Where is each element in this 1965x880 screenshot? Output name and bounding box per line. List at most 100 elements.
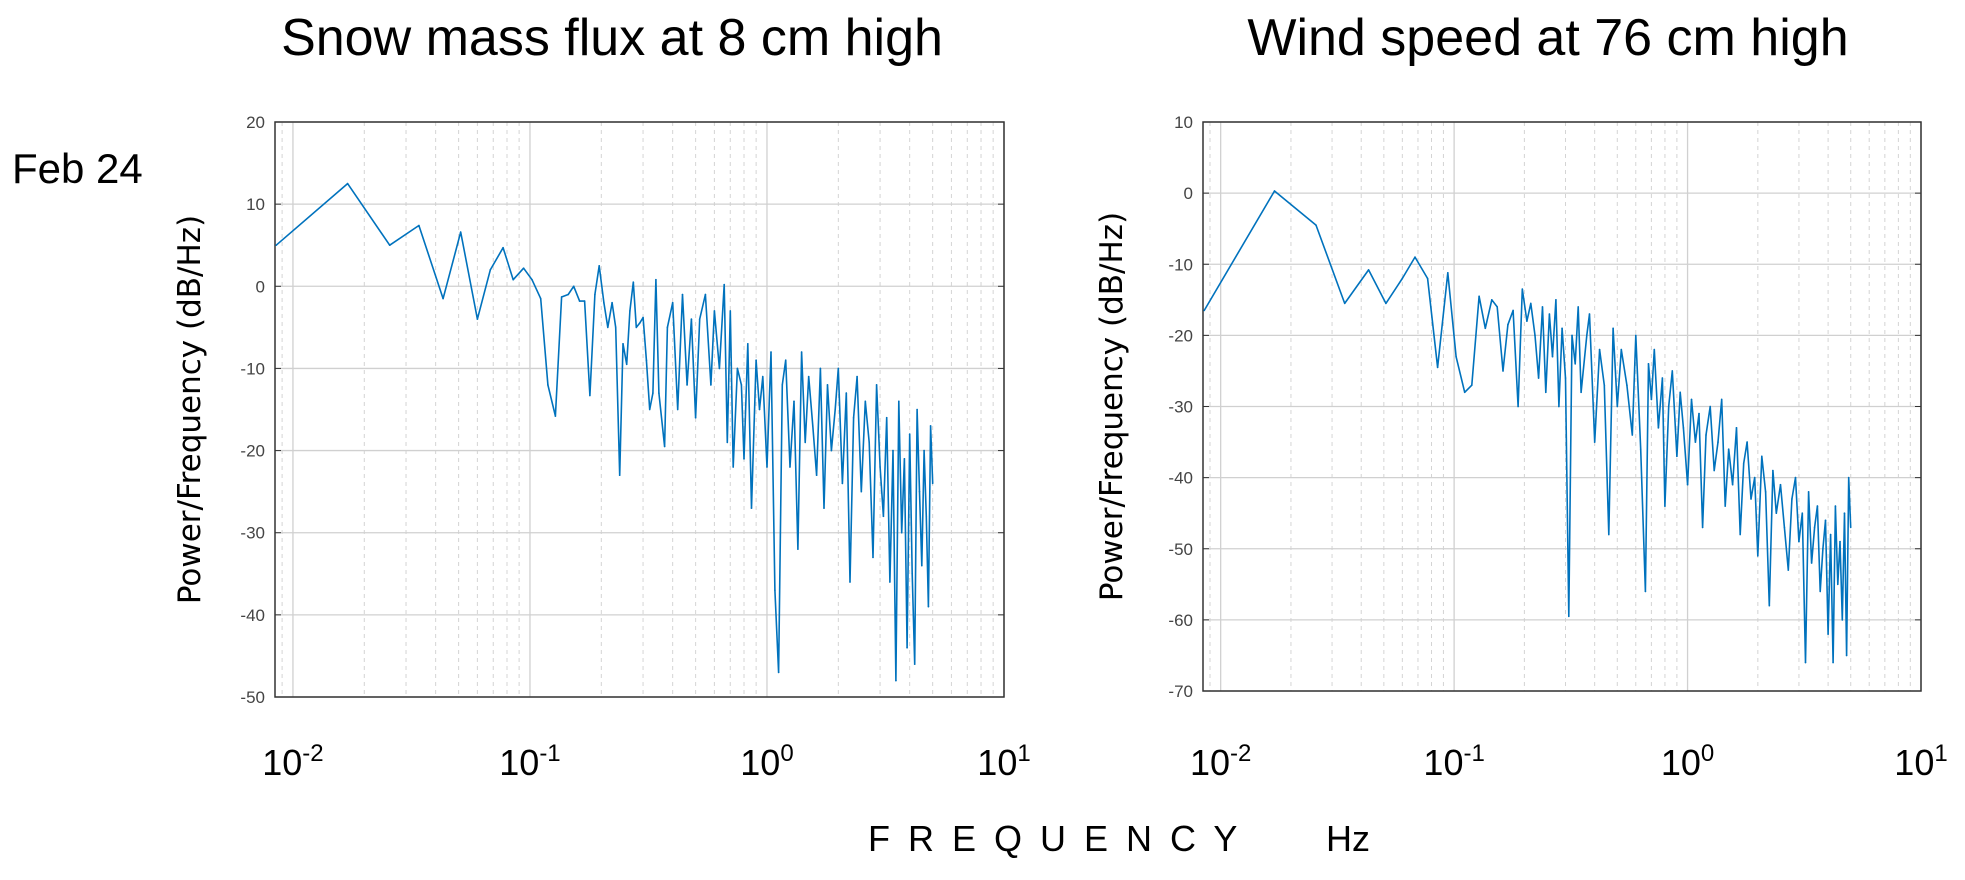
data-point xyxy=(826,384,829,386)
y-tick-label: -30 xyxy=(240,524,265,543)
y-tick-label: -60 xyxy=(1168,611,1193,630)
data-point xyxy=(1593,441,1596,443)
data-point xyxy=(1731,483,1734,486)
y-tick-label: -40 xyxy=(1168,469,1193,488)
data-point xyxy=(750,507,753,509)
data-point xyxy=(671,301,674,304)
data-point xyxy=(1580,391,1582,394)
x-tick-base: 10 xyxy=(1661,742,1701,783)
data-point xyxy=(606,326,609,329)
data-point xyxy=(856,375,858,378)
data-point xyxy=(1385,302,1387,305)
data-point xyxy=(1791,498,1793,500)
data-point xyxy=(729,310,732,312)
data-point xyxy=(819,367,822,370)
data-point xyxy=(1768,604,1771,607)
data-point xyxy=(1713,469,1715,472)
shared-x-axis-label: F R E Q U E N C Y xyxy=(868,818,1242,859)
data-point xyxy=(1603,384,1606,386)
data-point xyxy=(885,416,888,419)
chart-1: 10-2 10-1 100 10120100-10-20-30-40-50Power/… xyxy=(172,113,1031,783)
y-axis-label: Power/Frequency (dB/Hz) xyxy=(1094,212,1130,601)
x-tick-exponent: 0 xyxy=(1701,740,1714,767)
x-tick-label: 10-1 xyxy=(1423,740,1484,783)
x-tick-base: 10 xyxy=(977,742,1017,783)
data-point xyxy=(929,425,932,427)
data-point xyxy=(589,394,591,397)
data-point xyxy=(1657,427,1660,429)
data-point xyxy=(547,384,549,386)
series-line xyxy=(275,182,934,682)
data-point xyxy=(916,408,918,411)
data-point xyxy=(1534,334,1536,337)
data-point xyxy=(1783,526,1786,529)
data-point xyxy=(1694,441,1697,443)
x-tick-label: 100 xyxy=(1661,740,1714,783)
data-point xyxy=(1671,370,1674,372)
data-point xyxy=(743,457,745,460)
data-point xyxy=(1735,427,1738,429)
data-point xyxy=(666,326,669,329)
data-point xyxy=(1679,391,1682,394)
data-point xyxy=(864,400,867,403)
data-point xyxy=(774,589,776,592)
series-line xyxy=(1203,190,1852,664)
data-point xyxy=(1667,405,1670,408)
data-point xyxy=(761,375,764,378)
data-point xyxy=(388,244,391,247)
data-point xyxy=(648,408,651,411)
x-tick-label: 101 xyxy=(977,740,1030,783)
data-point xyxy=(807,375,810,378)
data-point xyxy=(1470,384,1473,386)
data-point xyxy=(1585,334,1588,337)
x-tick-base: 10 xyxy=(262,742,302,783)
data-point xyxy=(652,392,654,394)
data-point xyxy=(1203,309,1205,312)
data-point xyxy=(1822,547,1824,550)
data-point xyxy=(1775,512,1778,514)
data-point xyxy=(686,384,688,386)
data-point xyxy=(758,408,761,411)
data-point xyxy=(747,342,749,345)
data-point xyxy=(797,548,799,550)
data-point xyxy=(872,556,874,559)
data-point xyxy=(845,392,848,394)
data-point xyxy=(663,445,666,448)
data-point xyxy=(1750,498,1752,500)
data-point xyxy=(676,408,679,411)
data-point xyxy=(1367,269,1370,271)
data-point xyxy=(1644,590,1647,593)
data-point xyxy=(1551,355,1554,358)
x-tick-exponent: -2 xyxy=(302,740,323,767)
data-point xyxy=(635,326,638,329)
data-point xyxy=(906,646,908,649)
data-point xyxy=(1541,306,1544,308)
chart-2: 10-2 10-1 100 101100-10-20-30-40-50-60-70Po… xyxy=(1094,113,1948,783)
data-point xyxy=(1843,512,1846,514)
data-point xyxy=(1742,462,1745,465)
y-tick-label: -10 xyxy=(1168,255,1193,274)
data-point xyxy=(1561,327,1563,330)
data-point xyxy=(1436,366,1439,369)
data-point xyxy=(418,224,420,227)
x-tick-base: 10 xyxy=(740,742,780,783)
data-point xyxy=(346,182,349,185)
data-point xyxy=(629,310,631,312)
y-tick-label: 0 xyxy=(1184,184,1193,203)
data-point xyxy=(1849,526,1852,529)
data-point xyxy=(694,416,697,419)
data-point xyxy=(1816,505,1819,507)
y-tick-label: -20 xyxy=(240,442,265,461)
data-point xyxy=(1555,299,1557,301)
data-point xyxy=(1845,654,1848,657)
data-point xyxy=(1315,224,1317,226)
data-point xyxy=(704,293,707,296)
y-tick-label: -20 xyxy=(1168,326,1193,345)
y-tick-label: 10 xyxy=(246,195,265,214)
data-point xyxy=(913,663,916,665)
data-point xyxy=(554,415,557,417)
data-point xyxy=(710,384,712,386)
data-point xyxy=(531,278,533,281)
x-tick-base: 10 xyxy=(1423,742,1463,783)
data-point xyxy=(841,482,844,485)
